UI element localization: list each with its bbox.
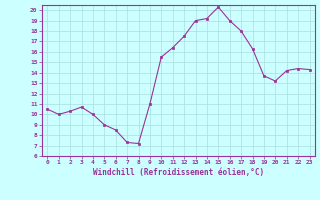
X-axis label: Windchill (Refroidissement éolien,°C): Windchill (Refroidissement éolien,°C) — [93, 168, 264, 177]
